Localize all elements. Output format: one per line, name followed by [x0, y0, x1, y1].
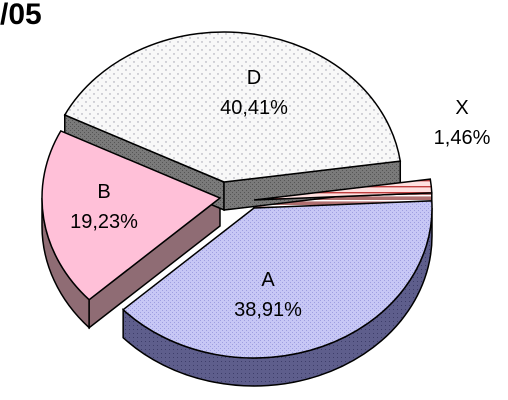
pie-slice-a	[121, 200, 433, 359]
slice-percent-a: 38,91%	[234, 299, 302, 321]
pie-slice-x	[253, 178, 433, 201]
slice-percent-d: 40,41%	[220, 97, 288, 119]
pie-slice-b	[41, 130, 222, 301]
slice-percent-x: 1,46%	[434, 127, 491, 149]
slice-label-d: D	[247, 67, 261, 89]
chart-title: /05	[0, 0, 42, 31]
slice-percent-b: 19,23%	[70, 211, 138, 233]
pie-slice-d	[63, 31, 402, 183]
slice-label-x: X	[455, 97, 468, 119]
slice-label-a: A	[261, 269, 275, 291]
slice-label-b: B	[97, 181, 110, 203]
